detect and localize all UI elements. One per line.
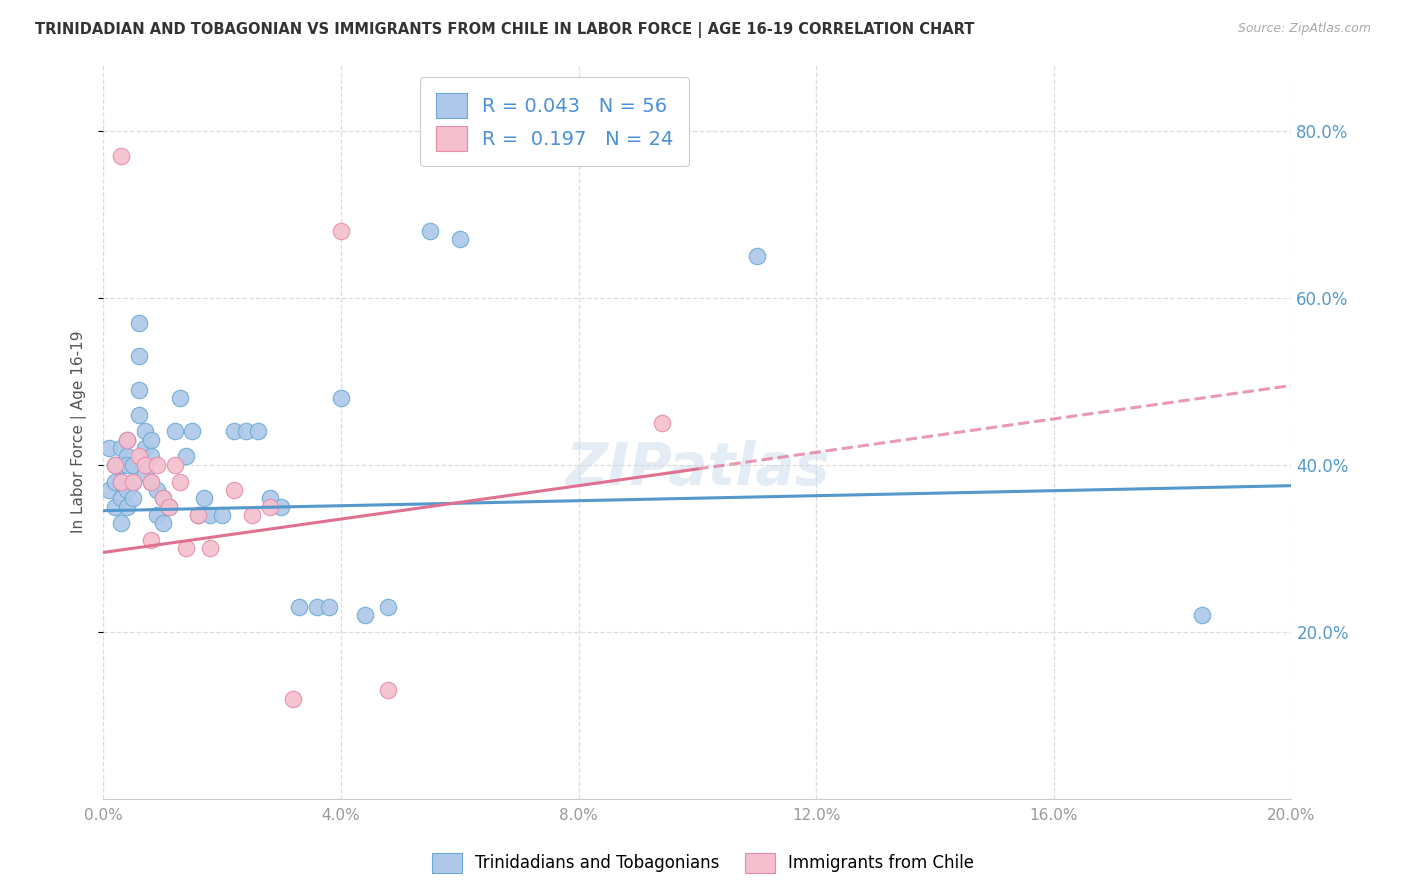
- Point: [419, 224, 441, 238]
- Point: [157, 500, 180, 514]
- Point: [104, 458, 127, 472]
- Legend: Trinidadians and Tobagonians, Immigrants from Chile: Trinidadians and Tobagonians, Immigrants…: [425, 847, 981, 880]
- Point: [198, 508, 221, 522]
- Point: [222, 483, 245, 497]
- Text: Source: ZipAtlas.com: Source: ZipAtlas.com: [1237, 22, 1371, 36]
- Point: [329, 224, 352, 238]
- Point: [104, 458, 127, 472]
- Point: [259, 500, 281, 514]
- Point: [222, 425, 245, 439]
- Point: [115, 458, 138, 472]
- Point: [115, 450, 138, 464]
- Point: [377, 599, 399, 614]
- Point: [110, 475, 132, 489]
- Point: [145, 458, 167, 472]
- Point: [110, 516, 132, 531]
- Point: [259, 491, 281, 506]
- Point: [122, 475, 145, 489]
- Point: [122, 458, 145, 472]
- Y-axis label: In Labor Force | Age 16-19: In Labor Force | Age 16-19: [72, 330, 87, 533]
- Point: [104, 500, 127, 514]
- Legend: R = 0.043   N = 56, R =  0.197   N = 24: R = 0.043 N = 56, R = 0.197 N = 24: [420, 78, 689, 166]
- Point: [193, 491, 215, 506]
- Point: [329, 391, 352, 405]
- Point: [139, 533, 162, 547]
- Point: [152, 491, 174, 506]
- Point: [270, 500, 292, 514]
- Point: [240, 508, 263, 522]
- Point: [1191, 608, 1213, 623]
- Point: [353, 608, 375, 623]
- Point: [122, 475, 145, 489]
- Point: [745, 249, 768, 263]
- Point: [283, 691, 305, 706]
- Point: [134, 441, 156, 455]
- Point: [128, 316, 150, 330]
- Point: [449, 232, 471, 246]
- Text: TRINIDADIAN AND TOBAGONIAN VS IMMIGRANTS FROM CHILE IN LABOR FORCE | AGE 16-19 C: TRINIDADIAN AND TOBAGONIAN VS IMMIGRANTS…: [35, 22, 974, 38]
- Point: [110, 475, 132, 489]
- Point: [198, 541, 221, 556]
- Point: [115, 500, 138, 514]
- Point: [98, 483, 121, 497]
- Point: [176, 450, 198, 464]
- Point: [318, 599, 340, 614]
- Point: [115, 433, 138, 447]
- Point: [187, 508, 209, 522]
- Point: [139, 450, 162, 464]
- Point: [110, 441, 132, 455]
- Point: [134, 425, 156, 439]
- Point: [169, 391, 191, 405]
- Text: ZIPatlas: ZIPatlas: [565, 440, 830, 497]
- Point: [288, 599, 311, 614]
- Point: [169, 475, 191, 489]
- Point: [115, 483, 138, 497]
- Point: [134, 458, 156, 472]
- Point: [122, 491, 145, 506]
- Point: [163, 425, 186, 439]
- Point: [139, 433, 162, 447]
- Point: [115, 433, 138, 447]
- Point: [134, 466, 156, 480]
- Point: [246, 425, 269, 439]
- Point: [139, 475, 162, 489]
- Point: [307, 599, 329, 614]
- Point: [128, 349, 150, 363]
- Point: [152, 516, 174, 531]
- Point: [187, 508, 209, 522]
- Point: [651, 416, 673, 430]
- Point: [235, 425, 257, 439]
- Point: [104, 475, 127, 489]
- Point: [110, 149, 132, 163]
- Point: [157, 500, 180, 514]
- Point: [152, 491, 174, 506]
- Point: [98, 441, 121, 455]
- Point: [110, 491, 132, 506]
- Point: [145, 508, 167, 522]
- Point: [128, 450, 150, 464]
- Point: [163, 458, 186, 472]
- Point: [377, 683, 399, 698]
- Point: [176, 541, 198, 556]
- Point: [139, 475, 162, 489]
- Point: [110, 458, 132, 472]
- Point: [211, 508, 233, 522]
- Point: [128, 408, 150, 422]
- Point: [128, 383, 150, 397]
- Point: [145, 483, 167, 497]
- Point: [181, 425, 204, 439]
